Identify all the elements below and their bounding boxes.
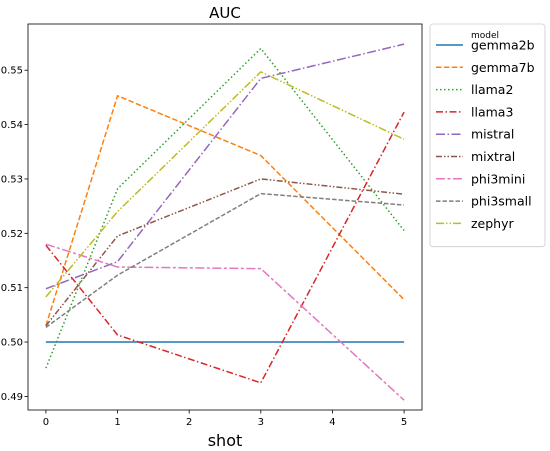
series-line-zephyr — [45, 71, 405, 298]
plot-frame — [27, 23, 423, 411]
legend-label-phi3small: phi3small — [471, 194, 532, 209]
legend-label-mixtral: mixtral — [471, 149, 515, 164]
series-line-gemma7b — [45, 95, 405, 326]
series-line-llama2 — [45, 47, 405, 369]
legend-label-gemma7b: gemma7b — [471, 60, 535, 75]
series-line-mistral — [45, 43, 405, 290]
series-line-mixtral — [45, 178, 405, 327]
y-tick-label: 0.50 — [1, 338, 23, 349]
x-tick-label: 1 — [114, 417, 120, 428]
legend-label-gemma2b: gemma2b — [471, 38, 535, 53]
series-line-phi3mini — [45, 243, 405, 401]
legend-label-phi3mini: phi3mini — [471, 171, 525, 186]
series-line-phi3small — [45, 192, 405, 328]
series-line-llama3 — [45, 111, 405, 384]
plot-area: 0 1 2 3 4 5 0.49 0.50 0.51 0.52 0.53 0.54 0.55 — [1, 23, 423, 428]
legend-label-mistral: mistral — [471, 127, 514, 142]
y-tick-label: 0.52 — [1, 229, 23, 240]
y-tick-label: 0.55 — [1, 66, 23, 77]
x-tick-label: 2 — [186, 417, 192, 428]
legend-title: model — [471, 31, 499, 41]
legend-label-llama2: llama2 — [471, 82, 513, 97]
x-tick-label: 5 — [401, 417, 407, 428]
y-tick-label: 0.49 — [1, 392, 23, 403]
x-tick-label: 0 — [43, 417, 49, 428]
legend-label-llama3: llama3 — [471, 104, 513, 119]
y-tick-label: 0.54 — [1, 120, 23, 131]
y-tick-label: 0.51 — [1, 283, 23, 294]
x-tick-label: 4 — [329, 417, 335, 428]
legend-label-zephyr: zephyr — [471, 216, 515, 231]
x-tick-label: 3 — [258, 417, 264, 428]
chart-title: AUC — [209, 4, 241, 22]
legend-box — [429, 23, 546, 248]
y-tick-label: 0.53 — [1, 174, 23, 185]
x-axis-label: shot — [208, 431, 243, 450]
